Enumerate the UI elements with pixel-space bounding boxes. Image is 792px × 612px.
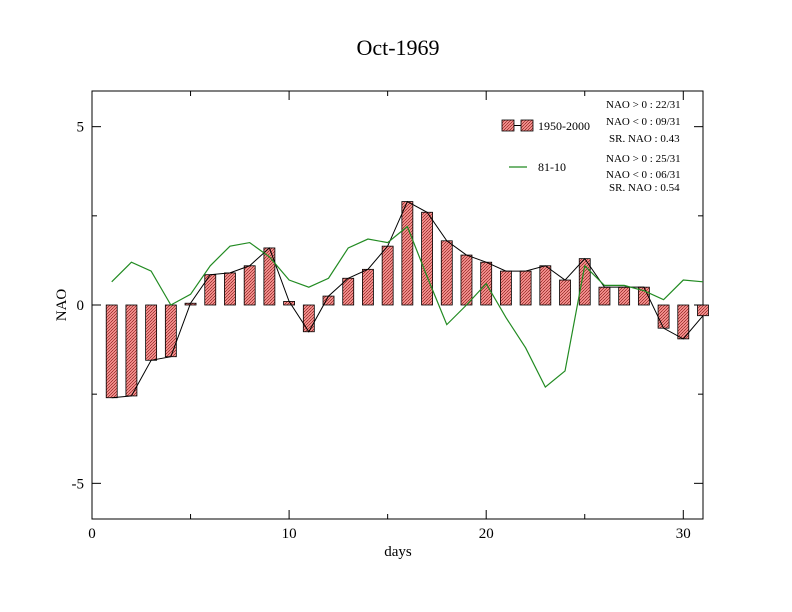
bar-day-26 <box>598 286 611 306</box>
x-tick-label-0: 0 <box>88 526 96 542</box>
y-tick-label--5: -5 <box>72 476 85 492</box>
bar-day-17 <box>421 211 433 306</box>
bar-day-22 <box>519 270 532 306</box>
bar-day-4 <box>164 304 177 358</box>
x-axis-label: days <box>384 544 412 560</box>
bar-day-31 <box>697 304 709 317</box>
bar-day-1 <box>105 304 118 399</box>
plot-marks <box>105 200 709 399</box>
bar-day-16 <box>401 201 414 306</box>
stat-81-10-sr-nao: SR. NAO : 0.54 <box>609 182 680 194</box>
stat-81-10-nao-positive: NAO > 0 : 25/31 <box>606 153 681 165</box>
bar-day-18 <box>440 240 453 306</box>
legend-swatch-bar-left <box>501 119 515 132</box>
axes: 0 10 20 30 -5 0 5 <box>72 91 703 542</box>
bar-day-2 <box>125 304 138 397</box>
legend-label-81-10: 81-10 <box>538 160 566 174</box>
stat-1950-2000-sr-nao: SR. NAO : 0.43 <box>609 133 680 145</box>
y-tick-label-0: 0 <box>77 298 85 314</box>
bar-day-3 <box>145 304 158 361</box>
bar-day-15 <box>381 245 394 306</box>
bar-day-29 <box>657 304 670 329</box>
bar-day-8 <box>243 265 256 306</box>
stat-1950-2000-nao-positive: NAO > 0 : 22/31 <box>606 99 681 111</box>
legend-swatch-bar-right <box>520 119 534 132</box>
x-tick-label-20: 20 <box>479 526 494 542</box>
legend: 1950-2000 81-10 NAO > 0 : 22/31 NAO < 0 … <box>501 99 681 194</box>
legend-label-1950-2000: 1950-2000 <box>538 119 590 133</box>
bar-day-7 <box>224 272 236 306</box>
y-axis-label: NAO <box>54 289 70 322</box>
x-tick-label-30: 30 <box>676 526 691 542</box>
bar-day-19 <box>460 254 473 306</box>
line-series-1950-2000 <box>111 200 704 399</box>
bar-day-23 <box>539 265 552 306</box>
stat-81-10-nao-negative: NAO < 0 : 06/31 <box>606 169 681 181</box>
chart-title: Oct-1969 <box>356 35 439 60</box>
bar-day-14 <box>362 268 374 306</box>
bar-day-27 <box>618 286 631 306</box>
bar-day-6 <box>204 274 217 306</box>
x-tick-label-10: 10 <box>282 526 297 542</box>
bar-day-11 <box>302 304 315 333</box>
bar-day-24 <box>559 279 571 306</box>
bar-day-21 <box>500 270 512 306</box>
stat-1950-2000-nao-negative: NAO < 0 : 09/31 <box>606 116 681 128</box>
y-tick-label-5: 5 <box>77 120 85 136</box>
line-series-81-10 <box>111 225 704 388</box>
